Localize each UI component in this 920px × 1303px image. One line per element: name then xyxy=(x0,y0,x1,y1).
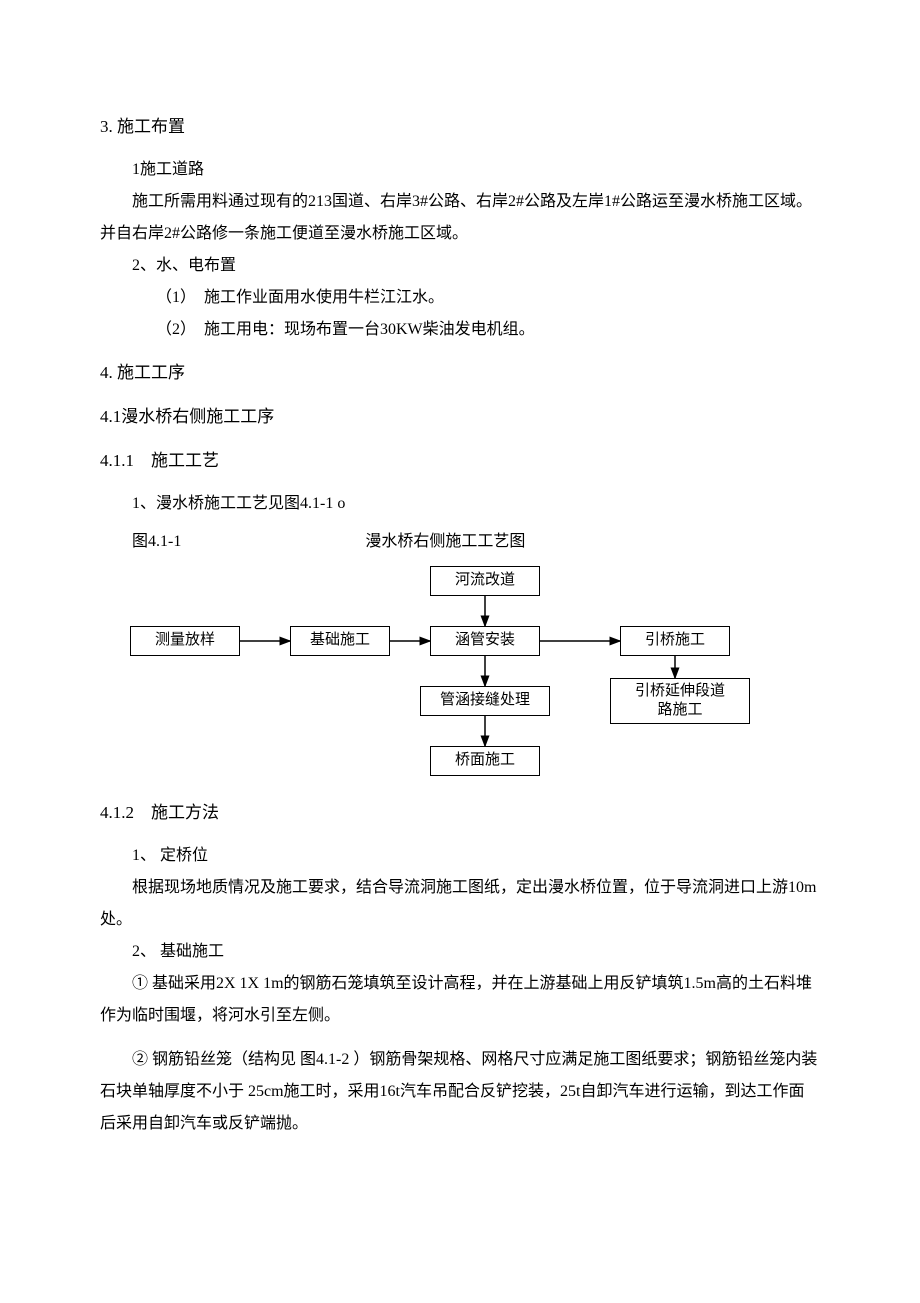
flowchart-node-n_survey: 测量放样 xyxy=(130,626,240,656)
heading-3-layout: 3. 施工布置 xyxy=(100,110,820,144)
para-road-body: 施工所需用料通过现有的213国道、右岸3#公路、右岸2#公路及左岸1#公路运至漫… xyxy=(100,186,820,250)
paragraph-spacer xyxy=(100,1032,820,1044)
flowchart-node-n_joint: 管涵接缝处理 xyxy=(420,686,550,716)
para-water-elec-2: （2） 施工用电：现场布置一台30KW柴油发电机组。 xyxy=(100,314,820,346)
flowchart-node-n_deck: 桥面施工 xyxy=(430,746,540,776)
para-water-elec-head: 2、水、电布置 xyxy=(100,250,820,282)
flowchart-node-n_river: 河流改道 xyxy=(430,566,540,596)
heading-4-1: 4.1漫水桥右侧施工工序 xyxy=(100,400,820,434)
heading-4-1-2: 4.1.2 施工方法 xyxy=(100,796,820,830)
figure-title: 漫水桥右侧施工工艺图 xyxy=(365,526,525,558)
figure-label: 图4.1-1 漫水桥右侧施工工艺图 xyxy=(132,526,820,558)
flowchart-node-n_ext: 引桥延伸段道路施工 xyxy=(610,678,750,724)
para-method-1-body: 根据现场地质情况及施工要求，结合导流洞施工图纸，定出漫水桥位置，位于导流洞进口上… xyxy=(100,872,820,936)
para-road-head: 1施工道路 xyxy=(100,154,820,186)
flowchart-node-n_pipe: 涵管安装 xyxy=(430,626,540,656)
para-water-elec-1: （1） 施工作业面用水使用牛栏江江水。 xyxy=(100,282,820,314)
para-method-2-item-1: ① 基础采用2X 1X 1m的钢筋石笼填筑至设计高程，并在上游基础上用反铲填筑1… xyxy=(100,968,820,1032)
flowchart-node-n_found: 基础施工 xyxy=(290,626,390,656)
para-method-1-head: 1、 定桥位 xyxy=(100,840,820,872)
flowchart-node-n_bridge: 引桥施工 xyxy=(620,626,730,656)
document-page: 3. 施工布置 1施工道路 施工所需用料通过现有的213国道、右岸3#公路、右岸… xyxy=(0,0,920,1303)
figure-number: 图4.1-1 xyxy=(132,526,181,558)
heading-4-1-1: 4.1.1 施工工艺 xyxy=(100,444,820,478)
flowchart-diagram: 河流改道测量放样 基础施工 涵管安装 引桥施工管涵接缝处理 引桥延伸段道路施工桥面施工 xyxy=(120,566,800,786)
para-figure-ref: 1、漫水桥施工工艺见图4.1-1 o xyxy=(100,488,820,520)
para-method-2-head: 2、 基础施工 xyxy=(100,936,820,968)
para-method-2-item-2: ② 钢筋铅丝笼（结构见 图4.1-2 ）钢筋骨架规格、网格尺寸应满足施工图纸要求… xyxy=(100,1044,820,1140)
heading-4-sequence: 4. 施工工序 xyxy=(100,356,820,390)
